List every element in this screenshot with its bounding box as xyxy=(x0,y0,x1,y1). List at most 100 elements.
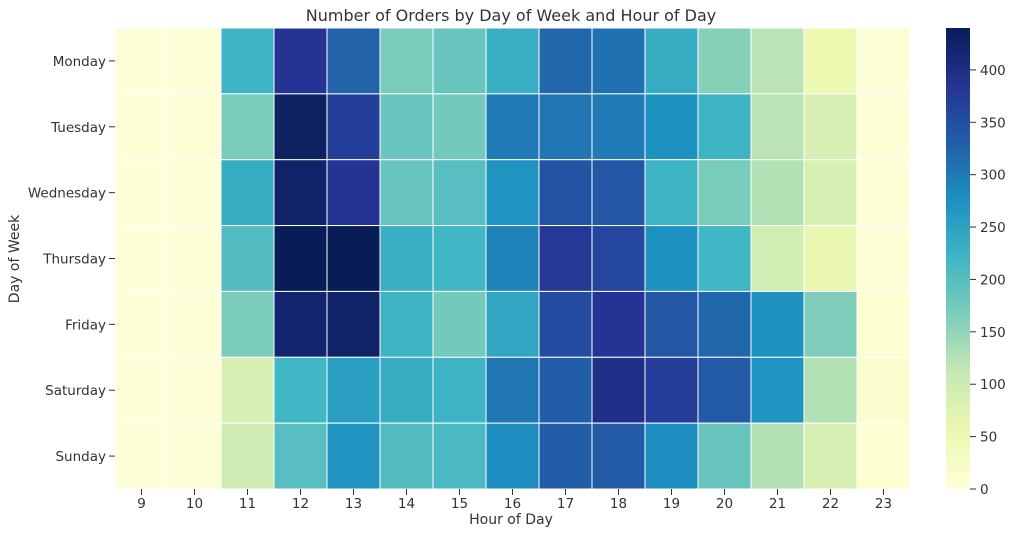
colorbar: 0 50 100 150 200 250 300 350 400 xyxy=(946,28,1006,498)
heatmap-cell xyxy=(697,93,752,161)
heatmap-cell xyxy=(326,27,381,95)
x-tick-label: 19 xyxy=(663,496,680,512)
x-tick-label: 21 xyxy=(769,496,786,512)
heatmap-cell xyxy=(167,356,222,424)
heatmap-cell xyxy=(273,422,328,490)
heatmap-cell xyxy=(432,290,487,358)
heatmap-cell xyxy=(326,93,381,161)
colorbar-tick-label: 400 xyxy=(980,63,1006,79)
heatmap-cell xyxy=(697,225,752,292)
heatmap-cell xyxy=(591,225,646,292)
x-tick-label: 11 xyxy=(239,496,256,512)
heatmap-cell xyxy=(485,422,540,490)
heatmap-cell xyxy=(485,27,540,95)
heatmap-cell xyxy=(644,290,699,358)
heatmap-cell xyxy=(167,290,222,358)
heatmap-cell xyxy=(114,290,169,358)
colorbar-tick-label: 100 xyxy=(980,377,1006,393)
heatmap-cell xyxy=(803,27,858,95)
y-axis-ticks: Monday Tuesday Wednesday Thursday Friday Satu… xyxy=(28,54,115,465)
x-tick-label: 23 xyxy=(875,496,892,512)
heatmap-cell xyxy=(750,159,805,227)
heatmap-cell xyxy=(697,356,752,424)
heatmap-cell xyxy=(114,422,169,490)
heatmap-cell xyxy=(379,27,434,95)
heatmap-cell xyxy=(485,356,540,424)
heatmap-cell xyxy=(697,422,752,490)
heatmap-cell xyxy=(591,422,646,490)
heatmap-cell xyxy=(114,159,169,227)
x-tick-label: 15 xyxy=(451,496,468,512)
heatmap-cell xyxy=(750,356,805,424)
heatmap-cell xyxy=(114,27,169,95)
heatmap-cell xyxy=(432,422,487,490)
heatmap-cell xyxy=(379,356,434,424)
heatmap-cell xyxy=(273,159,328,227)
heatmap-cell xyxy=(750,27,805,95)
heatmap-cell xyxy=(538,225,593,292)
heatmap-cell xyxy=(326,159,381,227)
heatmap-cell xyxy=(856,422,911,490)
heatmap-cell xyxy=(697,159,752,227)
heatmap-cell xyxy=(220,225,275,292)
heatmap-cell xyxy=(856,225,911,292)
colorbar-tick-label: 250 xyxy=(980,220,1006,236)
heatmap-cell xyxy=(644,356,699,424)
heatmap-cell xyxy=(379,225,434,292)
heatmap-cell xyxy=(220,27,275,95)
heatmap-cell xyxy=(803,422,858,490)
heatmap-cell xyxy=(591,27,646,95)
heatmap-cell xyxy=(750,422,805,490)
x-tick-label: 10 xyxy=(186,496,203,512)
y-tick-label: Saturday xyxy=(45,383,106,399)
x-tick-label: 9 xyxy=(137,496,146,512)
heatmap-cell xyxy=(591,290,646,358)
heatmap-cell xyxy=(432,159,487,227)
heatmap-cell xyxy=(644,93,699,161)
y-tick-label: Thursday xyxy=(42,252,106,268)
heatmap-cell xyxy=(644,225,699,292)
heatmap-cell xyxy=(114,93,169,161)
heatmap-cell xyxy=(432,27,487,95)
heatmap-cell xyxy=(803,290,858,358)
heatmap-cell xyxy=(326,356,381,424)
heatmap-cell xyxy=(167,422,222,490)
colorbar-tick-label: 50 xyxy=(980,430,997,446)
heatmap-cell xyxy=(273,225,328,292)
heatmap-cell xyxy=(591,159,646,227)
heatmap-cell xyxy=(273,356,328,424)
heatmap-cell xyxy=(379,422,434,490)
colorbar-tick-label: 150 xyxy=(980,325,1006,341)
heatmap-cell xyxy=(538,93,593,161)
heatmap-cell xyxy=(114,225,169,292)
x-tick-label: 16 xyxy=(504,496,521,512)
heatmap-cell xyxy=(644,159,699,227)
heatmap-cell xyxy=(644,27,699,95)
heatmap-cell xyxy=(485,290,540,358)
heatmap-cell xyxy=(538,290,593,358)
x-tick-label: 13 xyxy=(345,496,362,512)
x-tick-label: 12 xyxy=(292,496,309,512)
x-tick-label: 18 xyxy=(610,496,627,512)
heatmap-cell xyxy=(273,93,328,161)
heatmap-cell xyxy=(273,290,328,358)
heatmap-cell xyxy=(750,225,805,292)
y-axis-label: Day of Week xyxy=(7,214,23,303)
heatmap-cell xyxy=(326,422,381,490)
heatmap-cell xyxy=(432,356,487,424)
y-tick-label: Sunday xyxy=(55,449,106,465)
heatmap-cell xyxy=(167,159,222,227)
heatmap-cell xyxy=(379,290,434,358)
colorbar-tick-label: 300 xyxy=(980,168,1006,184)
colorbar-tick-label: 200 xyxy=(980,272,1006,288)
y-tick-label: Wednesday xyxy=(28,186,106,202)
heatmap-cell xyxy=(856,93,911,161)
heatmap-cell xyxy=(485,225,540,292)
heatmap-cell xyxy=(220,422,275,490)
heatmap-cell xyxy=(167,27,222,95)
heatmap-cell xyxy=(538,422,593,490)
heatmap-cell xyxy=(273,27,328,95)
heatmap-cells xyxy=(114,27,911,490)
heatmap-cell xyxy=(644,422,699,490)
